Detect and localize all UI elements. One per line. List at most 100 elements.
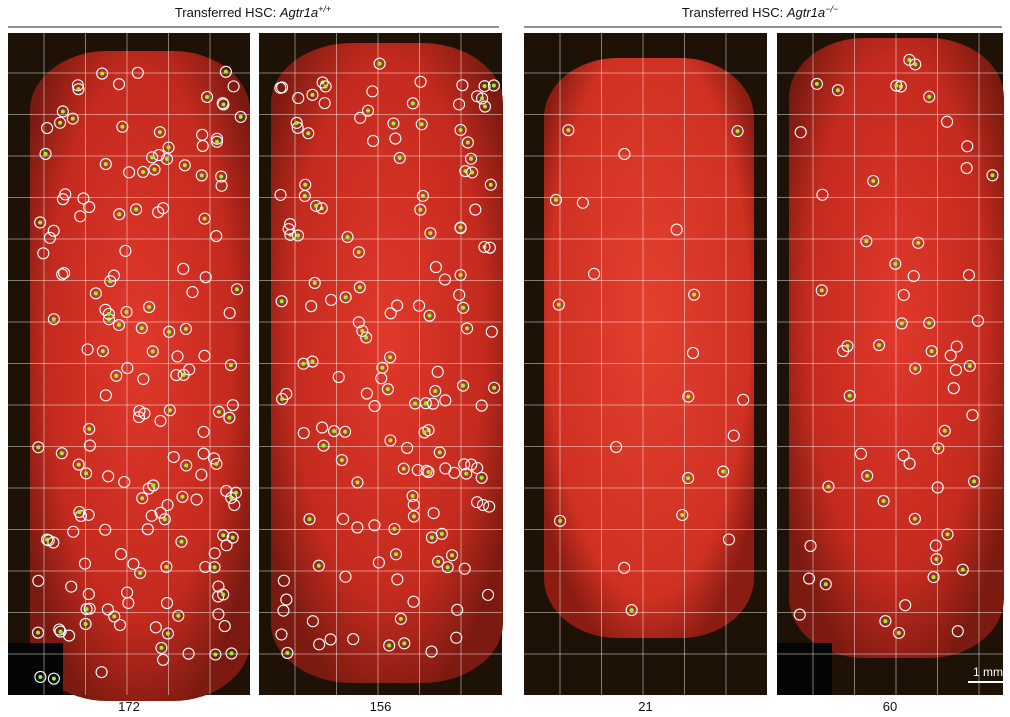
cell-dot [332, 429, 336, 433]
cell-dot [836, 88, 840, 92]
cell-dot [52, 677, 56, 681]
cell-dot [459, 128, 463, 132]
group-title: Transferred HSC: Agtr1a−/− [682, 4, 838, 20]
cell-dot [388, 355, 392, 359]
cell-dot [200, 173, 204, 177]
cell-dot [848, 394, 852, 398]
cell-dot [205, 95, 209, 99]
cell-dot [36, 631, 40, 635]
cell-dot [38, 220, 42, 224]
cell-dot [221, 592, 225, 596]
cell-dot [100, 72, 104, 76]
cell-dot [303, 194, 307, 198]
cell-dot [897, 631, 901, 635]
cell-dot [167, 146, 171, 150]
tissue [544, 58, 754, 638]
cell-dot [36, 445, 40, 449]
cell-dot [630, 608, 634, 612]
cell-dot [428, 314, 432, 318]
cell-dot [402, 641, 406, 645]
cell-dot [303, 183, 307, 187]
cell-dot [150, 155, 154, 159]
cell-dot [930, 349, 934, 353]
cell-dot [141, 170, 145, 174]
cell-dot [203, 217, 207, 221]
cell-dot [104, 162, 108, 166]
cell-dot [882, 499, 886, 503]
cell-dot [234, 491, 238, 495]
cell-dot [927, 321, 931, 325]
cell-dot [58, 121, 62, 125]
cell-dot [492, 386, 496, 390]
cell-dot [231, 536, 235, 540]
cell-dot [411, 494, 415, 498]
cell-dot [59, 630, 63, 634]
cell-dot [483, 84, 487, 88]
cell-dot [94, 291, 98, 295]
cell-dot [686, 476, 690, 480]
panel-count: 21 [638, 699, 652, 714]
cell-dot [820, 288, 824, 292]
cell-dot [464, 472, 468, 476]
cell-dot [219, 175, 223, 179]
cell-dot [280, 397, 284, 401]
cell-dot [85, 607, 89, 611]
cell-dot [167, 330, 171, 334]
cell-dot [913, 366, 917, 370]
cell-dot [295, 121, 299, 125]
cell-dot [183, 163, 187, 167]
cell-dot [360, 329, 364, 333]
cell-dot [358, 285, 362, 289]
cell-dot [946, 532, 950, 536]
cell-dot [426, 470, 430, 474]
cell-dot [61, 109, 65, 113]
cell-dot [865, 474, 869, 478]
cell-dot [151, 483, 155, 487]
cell-dot [180, 495, 184, 499]
cell-dot [215, 140, 219, 144]
cell-dot [147, 305, 151, 309]
cell-dot [815, 82, 819, 86]
figure-svg: Transferred HSC: Agtr1a+/+ Transferred H… [0, 0, 1010, 717]
cell-dot [213, 565, 217, 569]
cell-dot [459, 273, 463, 277]
cell-dot [378, 62, 382, 66]
cell-dot [77, 463, 81, 467]
cell-dot [306, 131, 310, 135]
cell-dot [221, 533, 225, 537]
cell-dot [120, 125, 124, 129]
cell-dot [296, 234, 300, 238]
cell-dot [227, 416, 231, 420]
cell-dot [480, 476, 484, 480]
cell-dot [224, 70, 228, 74]
cell-dot [44, 152, 48, 156]
cell-dot [692, 293, 696, 297]
group-title: Transferred HSC: Agtr1a+/+ [175, 4, 331, 20]
tissue [30, 51, 250, 701]
cell-dot [213, 653, 217, 657]
cell-dot [990, 173, 994, 177]
panel [524, 33, 767, 695]
cell-dot [87, 427, 91, 431]
cell-dot [117, 323, 121, 327]
cell-dot [166, 631, 170, 635]
cell-dot [117, 212, 121, 216]
cell-dot [107, 312, 111, 316]
cell-dot [387, 643, 391, 647]
cell-dot [412, 514, 416, 518]
cell-dot [566, 128, 570, 132]
cell-dot [158, 130, 162, 134]
cell-dot [824, 582, 828, 586]
cell-dot [84, 471, 88, 475]
panel-count: 60 [883, 699, 897, 714]
cell-dot [324, 84, 328, 88]
cell-dot [489, 183, 493, 187]
cell-dot [864, 239, 868, 243]
cell-dot [84, 622, 88, 626]
cell-dot [399, 617, 403, 621]
cell-dot [60, 451, 64, 455]
cell-dot [936, 446, 940, 450]
cell-dot [877, 343, 881, 347]
panel-count: 172 [118, 699, 140, 714]
cell-dot [686, 395, 690, 399]
